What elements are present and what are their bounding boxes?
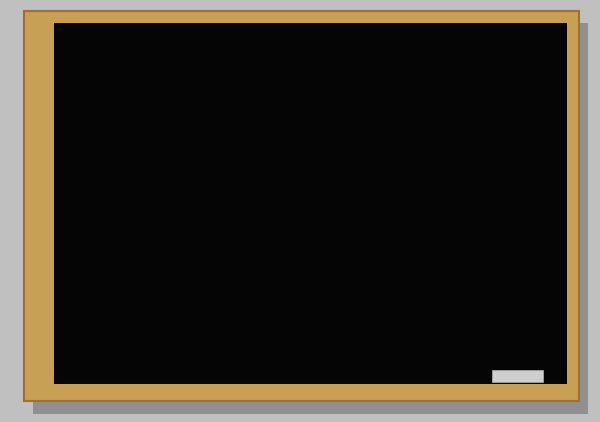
Text: Adjacent: Adjacent [445,306,512,321]
Text: $\theta$: $\theta$ [135,258,147,276]
Text: Sin θ =: Sin θ = [328,95,384,110]
Text: Tan θ =: Tan θ = [328,283,386,298]
Text: Hypotenuse: Hypotenuse [139,132,203,216]
Text: Trigonometry: Trigonometry [221,35,400,59]
Text: Hypotenuse: Hypotenuse [433,212,524,227]
Text: Adjacent: Adjacent [445,165,512,181]
Text: Opposite: Opposite [444,72,513,87]
Text: Cos θ =: Cos θ = [328,189,388,204]
Text: Opposite: Opposite [311,155,326,224]
Text: Opposite: Opposite [444,259,513,274]
Text: Adjacent: Adjacent [159,314,226,328]
Text: Hypotenuse: Hypotenuse [433,119,524,133]
